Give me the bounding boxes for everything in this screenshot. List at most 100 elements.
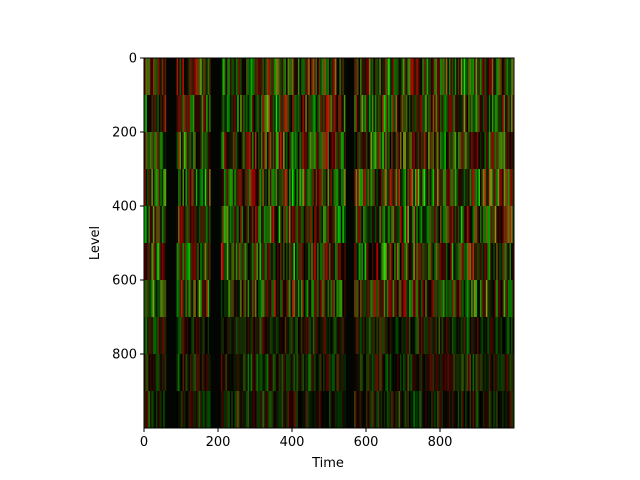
heatmap-cell bbox=[247, 317, 250, 355]
heatmap-cell bbox=[306, 317, 309, 355]
heatmap-cell bbox=[373, 354, 376, 392]
heatmap-cell bbox=[255, 95, 257, 133]
heatmap-cell bbox=[462, 391, 464, 429]
heatmap-cell bbox=[181, 280, 183, 318]
heatmap-cell bbox=[252, 95, 254, 133]
heatmap-cell bbox=[195, 317, 198, 355]
heatmap-cell bbox=[429, 280, 432, 318]
heatmap-cell bbox=[460, 391, 463, 429]
heatmap-cell bbox=[257, 169, 260, 207]
heatmap-cell bbox=[297, 391, 300, 429]
heatmap-cell bbox=[448, 280, 451, 318]
heatmap-cell bbox=[271, 317, 274, 355]
heatmap-cell bbox=[426, 354, 429, 392]
heatmap-cell bbox=[289, 243, 291, 281]
heatmap-cell bbox=[442, 132, 445, 170]
heatmap-cell bbox=[201, 132, 204, 170]
heatmap-cell bbox=[477, 391, 479, 429]
heatmap-cell bbox=[428, 280, 430, 318]
heatmap-cell bbox=[318, 317, 321, 355]
heatmap-cell bbox=[249, 206, 251, 244]
heatmap-cell bbox=[260, 317, 263, 355]
heatmap-cell bbox=[294, 243, 297, 281]
heatmap-cell bbox=[490, 243, 493, 281]
heatmap-cell bbox=[435, 391, 438, 429]
heatmap-cell bbox=[380, 317, 383, 355]
heatmap-cell bbox=[379, 206, 382, 244]
heatmap-cell bbox=[266, 317, 269, 355]
heatmap-cell bbox=[459, 317, 462, 355]
heatmap-cell bbox=[456, 58, 459, 96]
heatmap-cell bbox=[429, 243, 432, 281]
heatmap-cell bbox=[303, 243, 306, 281]
heatmap-cell bbox=[429, 58, 432, 96]
heatmap-cell bbox=[278, 280, 281, 318]
heatmap-cell bbox=[397, 169, 399, 207]
heatmap-cell bbox=[315, 391, 318, 429]
heatmap-cell bbox=[312, 391, 315, 429]
heatmap-cell bbox=[416, 169, 419, 207]
heatmap-cell bbox=[405, 391, 408, 429]
heatmap-cell bbox=[312, 169, 315, 207]
heatmap-cell bbox=[410, 95, 413, 133]
heatmap-cell bbox=[263, 391, 266, 429]
heatmap-cell bbox=[463, 317, 466, 355]
heatmap-cell bbox=[327, 391, 330, 429]
heatmap-cell bbox=[490, 58, 493, 96]
heatmap-cell bbox=[303, 206, 306, 244]
heatmap-cell bbox=[466, 58, 469, 96]
heatmap-cell bbox=[309, 95, 312, 133]
heatmap-cell bbox=[394, 354, 396, 392]
heatmap-cell bbox=[357, 58, 359, 96]
heatmap-cell bbox=[289, 132, 291, 170]
heatmap-cell bbox=[186, 280, 189, 318]
heatmap-cell bbox=[395, 317, 398, 355]
heatmap-cell bbox=[334, 280, 337, 318]
heatmap-cell bbox=[404, 206, 407, 244]
heatmap-cell bbox=[144, 95, 146, 133]
heatmap-cell bbox=[376, 132, 379, 170]
heatmap-cell bbox=[149, 206, 152, 244]
heatmap-cell bbox=[379, 391, 382, 429]
heatmap-cell bbox=[508, 58, 510, 96]
heatmap-cell bbox=[505, 95, 507, 133]
heatmap-cell bbox=[269, 132, 272, 170]
heatmap-cell bbox=[203, 132, 205, 170]
heatmap-cell bbox=[407, 132, 410, 170]
heatmap-cell bbox=[368, 317, 371, 355]
heatmap-cell bbox=[389, 95, 392, 133]
heatmap-cell bbox=[425, 354, 427, 392]
heatmap-cell bbox=[201, 391, 204, 429]
heatmap-cell bbox=[497, 169, 500, 207]
heatmap-cell bbox=[259, 132, 262, 170]
heatmap-cell bbox=[357, 280, 359, 318]
heatmap-cell bbox=[220, 206, 223, 244]
dark-band bbox=[345, 58, 354, 428]
heatmap-cell bbox=[358, 243, 361, 281]
heatmap-cell bbox=[423, 206, 426, 244]
heatmap-cell bbox=[228, 58, 231, 96]
heatmap-cell bbox=[309, 58, 312, 96]
heatmap-cell bbox=[192, 132, 195, 170]
heatmap-cell bbox=[333, 206, 336, 244]
heatmap-cell bbox=[317, 58, 319, 96]
heatmap-cell bbox=[441, 95, 444, 133]
heatmap-cell bbox=[512, 391, 515, 429]
heatmap-cell bbox=[454, 317, 457, 355]
heatmap-cell bbox=[146, 169, 149, 207]
heatmap-cell bbox=[225, 95, 228, 133]
heatmap-cell bbox=[432, 95, 435, 133]
heatmap-cell bbox=[383, 354, 386, 392]
heatmap-cell bbox=[340, 169, 343, 207]
heatmap-cell bbox=[428, 132, 430, 170]
heatmap-cell bbox=[407, 169, 410, 207]
heatmap-cell bbox=[425, 95, 427, 133]
heatmap-cell bbox=[343, 169, 346, 207]
heatmap-cell bbox=[201, 354, 204, 392]
heatmap-cell bbox=[266, 169, 269, 207]
heatmap-cell bbox=[252, 280, 254, 318]
heatmap-cell bbox=[226, 317, 229, 355]
heatmap-cell bbox=[509, 354, 512, 392]
heatmap-cell bbox=[265, 391, 268, 429]
